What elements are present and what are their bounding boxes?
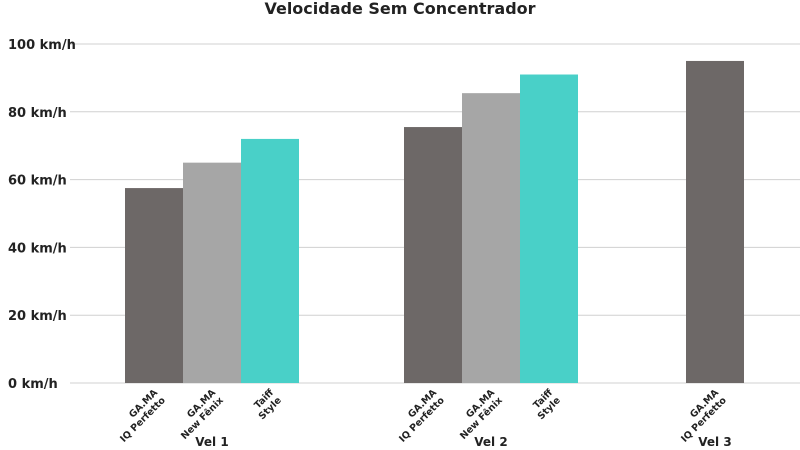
x-tick-label: GA.MAIQ Perfetto — [389, 387, 447, 445]
group-label: Vel 2 — [474, 435, 507, 449]
x-tick-label: TaiffStyle — [249, 387, 284, 422]
group-label: Vel 3 — [698, 435, 731, 449]
chart-title: Velocidade Sem Concentrador — [264, 0, 535, 18]
y-tick-label: 20 km/h — [8, 309, 67, 324]
y-tick-label: 40 km/h — [8, 241, 67, 256]
y-tick-label: 60 km/h — [8, 174, 67, 189]
bar — [686, 60, 744, 383]
x-tick-label: GA.MAIQ Perfetto — [110, 387, 168, 445]
bar — [241, 138, 299, 383]
y-axis-ticks: 0 km/h 20 km/h 40 km/h 60 km/h 80 km/h 100 km… — [8, 38, 76, 392]
group-label: Vel 1 — [195, 435, 228, 449]
bar — [404, 127, 462, 384]
y-tick-label: 0 km/h — [8, 377, 58, 392]
y-tick-label: 100 km/h — [8, 38, 76, 53]
bar — [520, 74, 578, 383]
bar — [462, 93, 520, 383]
x-tick-label: TaiffStyle — [528, 387, 563, 422]
x-tick-label: GA.MANew Fênix — [450, 387, 505, 442]
x-tick-label: GA.MANew Fênix — [171, 387, 226, 442]
bars — [125, 60, 744, 384]
bar — [125, 188, 183, 383]
y-tick-label: 80 km/h — [8, 106, 67, 121]
group-labels: Vel 1 Vel 2 Vel 3 — [195, 435, 731, 449]
bar — [183, 162, 241, 383]
